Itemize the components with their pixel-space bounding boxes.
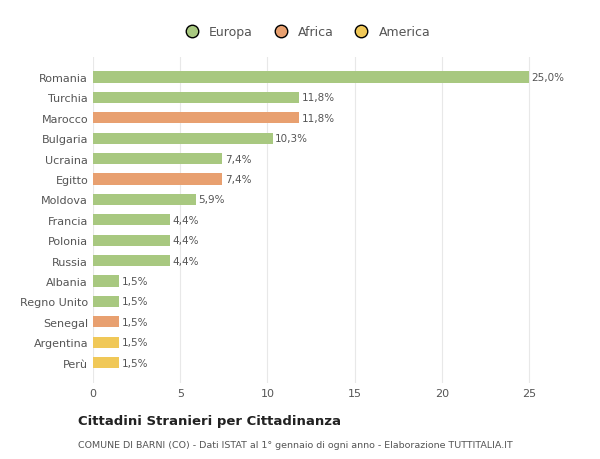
Bar bbox=[93, 296, 119, 308]
Legend: Europa, Africa, America: Europa, Africa, America bbox=[174, 21, 436, 44]
Bar bbox=[93, 256, 170, 267]
Text: 1,5%: 1,5% bbox=[122, 276, 148, 286]
Text: 4,4%: 4,4% bbox=[172, 235, 199, 246]
Bar bbox=[93, 317, 119, 328]
Bar bbox=[93, 215, 170, 226]
Bar bbox=[93, 174, 222, 185]
Text: COMUNE DI BARNI (CO) - Dati ISTAT al 1° gennaio di ogni anno - Elaborazione TUTT: COMUNE DI BARNI (CO) - Dati ISTAT al 1° … bbox=[78, 441, 513, 449]
Text: 4,4%: 4,4% bbox=[172, 256, 199, 266]
Text: 7,4%: 7,4% bbox=[225, 174, 251, 185]
Bar bbox=[93, 276, 119, 287]
Bar bbox=[93, 194, 196, 206]
Text: 7,4%: 7,4% bbox=[225, 154, 251, 164]
Text: 4,4%: 4,4% bbox=[172, 215, 199, 225]
Bar bbox=[93, 235, 170, 246]
Bar bbox=[93, 72, 529, 84]
Bar bbox=[93, 133, 272, 145]
Text: 10,3%: 10,3% bbox=[275, 134, 308, 144]
Bar bbox=[93, 113, 299, 124]
Text: 5,9%: 5,9% bbox=[199, 195, 225, 205]
Text: 25,0%: 25,0% bbox=[532, 73, 565, 83]
Text: 1,5%: 1,5% bbox=[122, 297, 148, 307]
Text: 1,5%: 1,5% bbox=[122, 358, 148, 368]
Text: 11,8%: 11,8% bbox=[301, 93, 335, 103]
Bar bbox=[93, 357, 119, 369]
Bar bbox=[93, 93, 299, 104]
Text: 1,5%: 1,5% bbox=[122, 337, 148, 347]
Text: Cittadini Stranieri per Cittadinanza: Cittadini Stranieri per Cittadinanza bbox=[78, 414, 341, 428]
Bar bbox=[93, 337, 119, 348]
Bar bbox=[93, 154, 222, 165]
Text: 11,8%: 11,8% bbox=[301, 113, 335, 123]
Text: 1,5%: 1,5% bbox=[122, 317, 148, 327]
